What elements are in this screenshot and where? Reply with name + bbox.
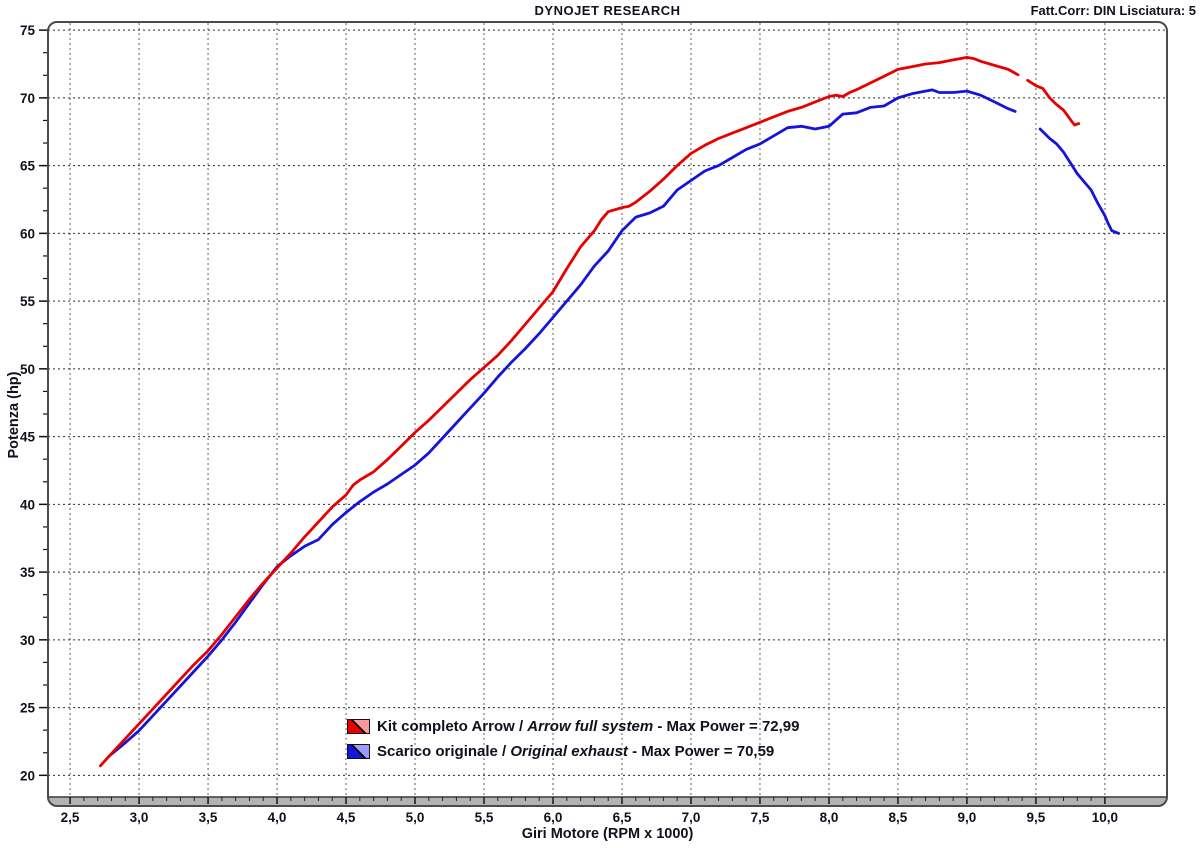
correction-factor-label: Fatt.Corr: DIN Lisciatura: 5 bbox=[1030, 3, 1196, 18]
y-tick-label: 75 bbox=[20, 23, 36, 38]
report-title: DYNOJET RESEARCH bbox=[534, 3, 681, 18]
y-axis-title: Potenza (hp) bbox=[6, 371, 22, 459]
legend-row-original-exhaust: Scarico originale / Original exhaust - M… bbox=[347, 739, 800, 764]
x-tick-label: 9,5 bbox=[1027, 810, 1046, 825]
x-tick-label: 5,5 bbox=[475, 810, 494, 825]
x-tick-label: 10,0 bbox=[1092, 810, 1118, 825]
x-tick-label: 9,0 bbox=[958, 810, 977, 825]
x-axis-title: Giri Motore (RPM x 1000) bbox=[521, 826, 694, 842]
legend-arrow-italic: Arrow full system bbox=[527, 718, 654, 735]
plot-frame bbox=[47, 21, 1168, 807]
y-tick-label: 40 bbox=[20, 497, 35, 512]
x-tick-label: 8,0 bbox=[820, 810, 839, 825]
y-tick-label: 20 bbox=[20, 768, 35, 783]
x-tick-label: 4,5 bbox=[337, 810, 356, 825]
x-tick-label: 3,5 bbox=[199, 810, 218, 825]
x-tick-label: 2,5 bbox=[61, 810, 80, 825]
x-axis-band bbox=[48, 797, 1167, 806]
legend-original-maxpower: - Max Power = 70,59 bbox=[627, 743, 775, 760]
y-tick-label: 25 bbox=[20, 701, 36, 716]
legend-arrow-maxpower: - Max Power = 72,99 bbox=[653, 718, 800, 735]
y-tick-label: 45 bbox=[20, 430, 36, 445]
x-tick-label: 6,5 bbox=[613, 810, 632, 825]
x-tick-label: 3,0 bbox=[130, 810, 149, 825]
y-tick-label: 70 bbox=[20, 91, 35, 106]
x-tick-label: 7,5 bbox=[751, 810, 770, 825]
legend-row-arrow-kit: Kit completo Arrow / Arrow full system -… bbox=[347, 714, 800, 739]
arrow-kit-power-curve bbox=[99, 56, 1020, 768]
blue-series-swatch-icon bbox=[347, 744, 370, 759]
plot-background bbox=[48, 22, 1167, 806]
x-tick-label: 6,0 bbox=[544, 810, 563, 825]
x-tick-label: 7,0 bbox=[682, 810, 701, 825]
red-series-swatch-icon bbox=[347, 719, 370, 734]
legend: Kit completo Arrow / Arrow full system -… bbox=[347, 714, 800, 764]
legend-original-prefix: Scarico originale / bbox=[377, 743, 511, 760]
y-tick-label: 35 bbox=[20, 565, 36, 580]
y-tick-label: 65 bbox=[20, 159, 36, 174]
x-tick-label: 5,0 bbox=[406, 810, 425, 825]
legend-arrow-prefix: Kit completo Arrow / bbox=[377, 718, 528, 735]
arrow-kit-power-curve bbox=[1026, 78, 1081, 127]
y-tick-label: 60 bbox=[20, 226, 35, 241]
x-tick-label: 4,0 bbox=[268, 810, 287, 825]
legend-original-italic: Original exhaust bbox=[510, 743, 628, 760]
x-tick-label: 8,5 bbox=[889, 810, 908, 825]
y-tick-label: 55 bbox=[20, 294, 36, 309]
original-exhaust-power-curve bbox=[1038, 127, 1121, 235]
y-tick-label: 30 bbox=[20, 633, 35, 648]
y-tick-label: 50 bbox=[20, 362, 35, 377]
